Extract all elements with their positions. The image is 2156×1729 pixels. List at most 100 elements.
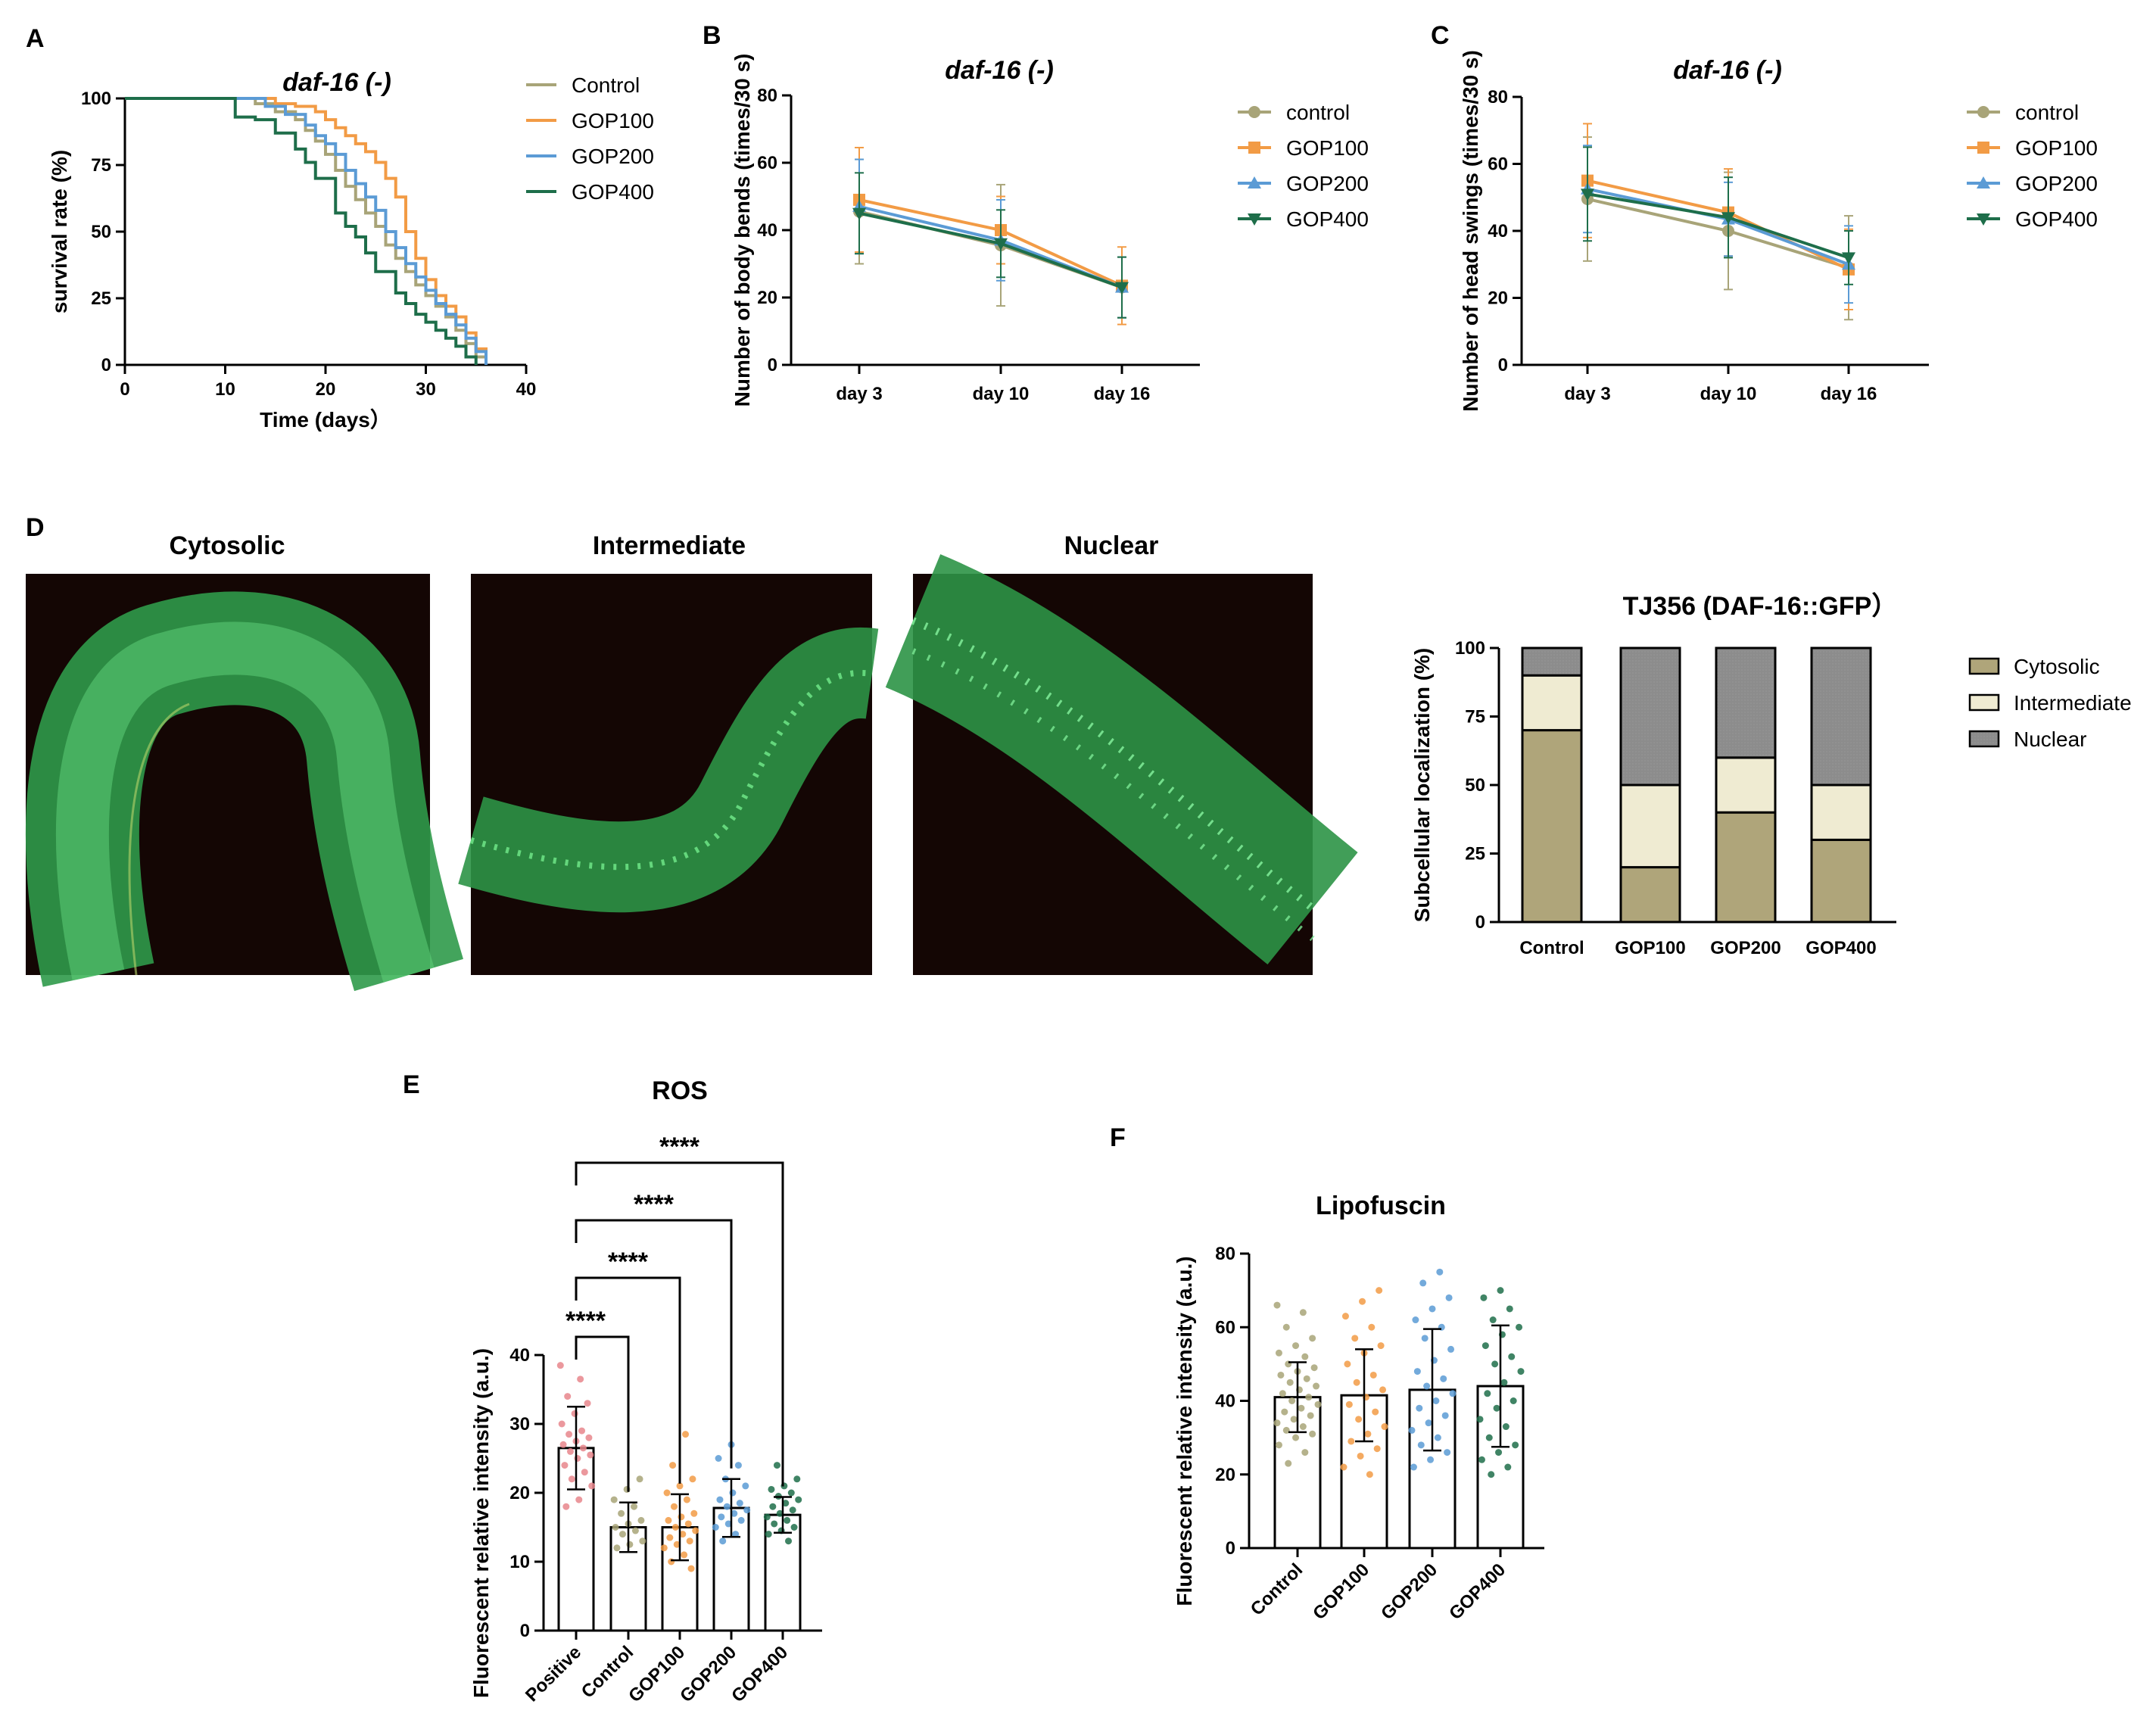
micrograph-cytosolic [25, 574, 463, 992]
y-tick-label: 40 [1215, 1391, 1235, 1412]
y-tick-label: 60 [757, 153, 777, 173]
data-point [618, 1531, 626, 1538]
chart-title: Lipofuscin [1316, 1192, 1446, 1220]
data-point [1298, 1404, 1305, 1412]
data-point [1441, 1412, 1449, 1419]
data-point [673, 1541, 681, 1548]
data-point [1485, 1434, 1493, 1441]
legend-marker [1977, 142, 1989, 154]
data-point [1436, 1268, 1444, 1276]
bar-nuclear [1521, 646, 1583, 677]
significance-bracket [575, 1276, 681, 1484]
data-point [610, 1496, 618, 1503]
chart-title: daf-16 (-) [282, 68, 391, 97]
data-point [776, 1509, 784, 1517]
y-axis-label: Number of head swings (times/30 s) [1459, 50, 1482, 412]
data-point [1449, 1390, 1457, 1397]
x-tick-label: day 3 [836, 384, 882, 404]
y-axis-label: Number of body bends (times/30 s) [731, 54, 754, 407]
y-tick-label: 60 [1488, 154, 1508, 175]
y-tick-label: 20 [757, 288, 777, 308]
y-axis-label: Fluorescent relative intensity (a.u.) [469, 1348, 493, 1698]
legend-item: GOP100 [1238, 136, 1369, 160]
data-point [1480, 1294, 1488, 1301]
bar-intermediate [1810, 784, 1872, 841]
x-tick-label: GOP100 [1615, 938, 1685, 958]
legend-label: GOP100 [1286, 136, 1369, 160]
y-tick-label: 40 [509, 1345, 530, 1366]
y-tick-label: 0 [520, 1621, 530, 1641]
legend-label: control [2015, 101, 2079, 124]
bar-intermediate [1619, 784, 1681, 869]
data-point [773, 1462, 780, 1469]
legend-label: GOP200 [572, 145, 654, 168]
y-tick-label: 50 [1465, 775, 1485, 796]
data-point [561, 1462, 569, 1469]
head-swings-chart: daf-16 (-) 0 20 40 60 80 day 3 day 10 day 16 Numb… [1459, 50, 2098, 412]
data-point [687, 1565, 695, 1572]
data-point [1309, 1335, 1316, 1342]
data-point [1408, 1426, 1416, 1434]
survival-line-gop200 [125, 97, 488, 365]
legend-label: GOP100 [572, 109, 654, 132]
data-point [1282, 1426, 1290, 1434]
data-point [789, 1506, 796, 1514]
y-tick-label: 0 [1498, 355, 1508, 375]
data-point [1488, 1471, 1495, 1478]
bar-intermediate [1715, 756, 1777, 814]
data-point [1299, 1423, 1307, 1431]
chart-title: ROS [652, 1076, 708, 1105]
legend-item: GOP400 [526, 180, 654, 204]
significance-label: **** [608, 1248, 649, 1276]
data-point [1281, 1408, 1288, 1416]
x-tick-label: Control [1519, 938, 1584, 958]
lipofuscin-chart: Lipofuscin 0 20 40 60 80 Fluorescent relative … [1173, 1192, 1544, 1624]
legend-swatch [1968, 730, 2000, 748]
legend-marker [1977, 176, 1990, 188]
micrograph-intermediate [458, 574, 879, 975]
body-bends-chart: daf-16 (-) 0 20 40 60 80 day 3 day 10 day 16 Numb… [731, 54, 1369, 407]
data-point [1721, 212, 1735, 225]
series-line [858, 211, 1123, 289]
data-point [1447, 1345, 1455, 1353]
x-tick-label: day 16 [1821, 384, 1877, 404]
y-tick-label: 20 [1215, 1465, 1235, 1485]
data-point [1413, 1368, 1421, 1375]
series-gop400 [852, 172, 1129, 319]
data-point [683, 1496, 690, 1503]
data-point [994, 238, 1008, 251]
legend-marker [1248, 142, 1260, 154]
data-point [1484, 1390, 1491, 1397]
data-point [631, 1527, 639, 1534]
chart-title: TJ356 (DAF-16::GFP） [1623, 591, 1898, 621]
data-point [1364, 1430, 1372, 1438]
bar-cytosolic [1521, 729, 1583, 924]
data-point [1478, 1456, 1485, 1463]
data-point [1301, 1353, 1309, 1360]
data-point [670, 1503, 678, 1510]
legend-item: GOP200 [526, 145, 654, 168]
y-tick-label: 0 [101, 355, 111, 375]
y-tick-label: 20 [509, 1483, 530, 1503]
data-point [784, 1516, 791, 1524]
data-point [1285, 1460, 1292, 1467]
y-tick-label: 40 [757, 220, 777, 241]
data-point [571, 1410, 578, 1417]
panel-label-f: F [1110, 1123, 1126, 1152]
data-point [793, 1475, 801, 1483]
data-point [1421, 1335, 1429, 1342]
y-tick-label: 30 [509, 1414, 530, 1435]
data-point [581, 1469, 588, 1476]
data-point [660, 1544, 668, 1552]
data-point [1340, 1463, 1348, 1471]
significance-bracket [575, 1161, 784, 1487]
data-point [771, 1520, 778, 1528]
y-tick-label: 50 [91, 222, 111, 242]
data-point [1310, 1364, 1318, 1372]
y-axis-label: Fluorescent relative intensity (a.u.) [1173, 1256, 1196, 1606]
data-point [574, 1455, 581, 1462]
data-point [732, 1531, 740, 1538]
x-tick-label: 20 [316, 379, 336, 400]
data-point [671, 1524, 679, 1531]
data-point [1275, 1349, 1282, 1357]
